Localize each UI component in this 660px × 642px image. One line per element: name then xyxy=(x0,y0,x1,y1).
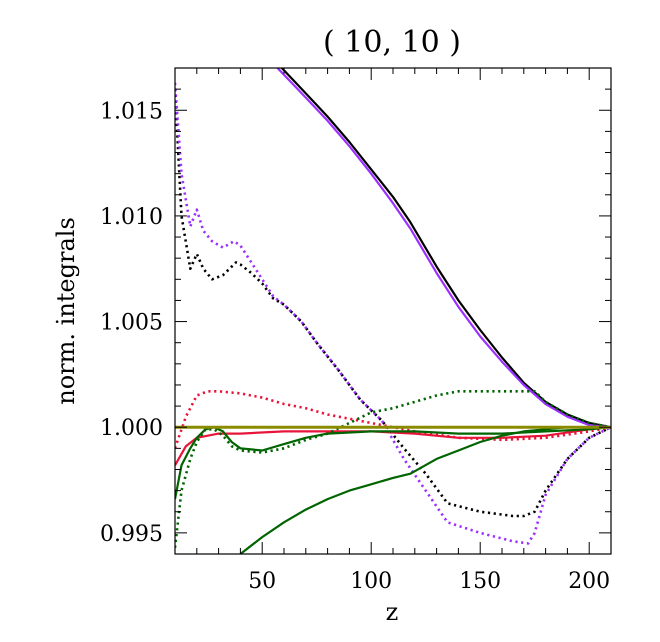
chart-title: ( 10, 10 ) xyxy=(323,25,461,60)
y-axis-title: norm. integrals xyxy=(52,217,80,405)
y-tick-label: 1.015 xyxy=(100,99,163,124)
series-line-purple-dotted xyxy=(175,82,611,545)
series-line-black-solid xyxy=(281,68,611,429)
axes: 50 100 150 200 0.995 1.000 1.005 1.010 1.015 xyxy=(100,67,612,594)
x-tick-label: 50 xyxy=(248,569,276,594)
series-line-purple-solid xyxy=(276,68,611,429)
x-tick-label: 150 xyxy=(459,569,501,594)
y-tick-label: 1.010 xyxy=(100,205,163,230)
x-tick-label: 100 xyxy=(350,569,392,594)
plot-frame xyxy=(174,67,612,555)
series-layer xyxy=(175,68,611,554)
series-line-green-solid-lower xyxy=(239,426,611,554)
x-tick-label: 200 xyxy=(568,569,610,594)
y-tick-label: 1.000 xyxy=(100,416,163,441)
series-line-green-dotted xyxy=(175,389,611,548)
series-line-green-solid-upper xyxy=(175,426,611,500)
x-axis-title: z xyxy=(386,598,399,626)
y-tick-label: 1.005 xyxy=(100,311,163,336)
series-line-red-solid xyxy=(175,426,611,466)
y-tick-label: 0.995 xyxy=(100,522,163,547)
series-line-black-dotted xyxy=(175,89,611,518)
series-line-red-dotted xyxy=(175,389,611,449)
